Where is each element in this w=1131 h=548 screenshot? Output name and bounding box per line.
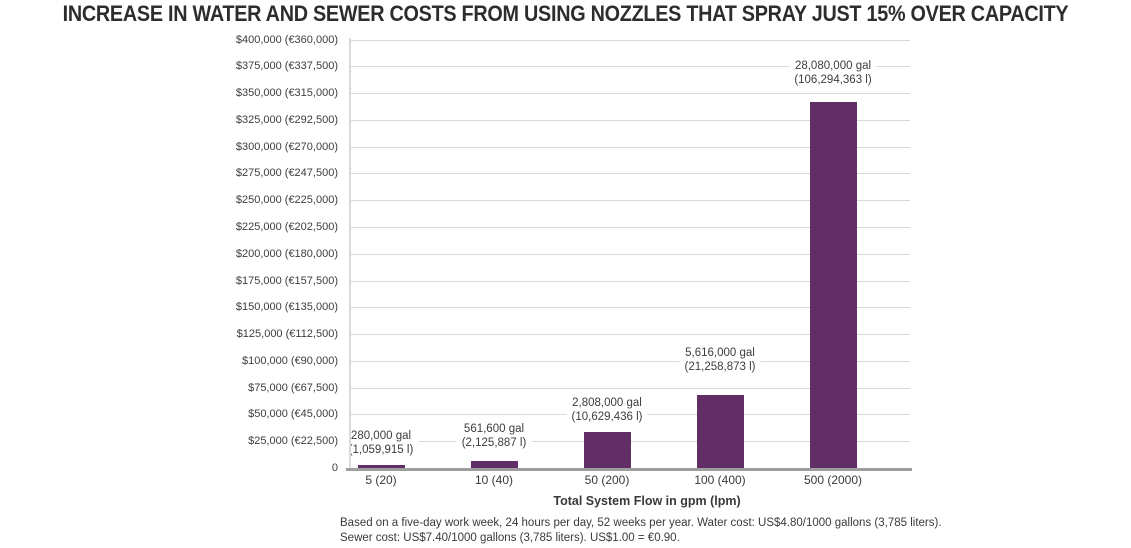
y-tick-label: $400,000 (€360,000)	[235, 33, 338, 46]
gridline	[350, 253, 910, 255]
gridline	[350, 119, 910, 121]
bar	[357, 464, 405, 469]
y-tick-label: 0	[331, 462, 338, 474]
bar-label-line: (10,629,436 l)	[571, 410, 643, 423]
x-tick-label: 500 (2000)	[803, 473, 863, 487]
gridline	[350, 307, 910, 309]
y-tick-label: $250,000 (€225,000)	[235, 194, 338, 207]
x-tick-label: 5 (20)	[365, 473, 397, 487]
y-tick-label: $225,000 (€202,500)	[235, 220, 338, 233]
gridline	[350, 173, 910, 175]
y-tick-label: $100,000 (€90,000)	[241, 354, 338, 367]
bar-label-line: 2,808,000 gal	[572, 396, 642, 409]
bar	[696, 395, 744, 469]
gridline	[350, 200, 910, 202]
x-tick-label: 100 (400)	[694, 473, 746, 487]
gridline	[350, 146, 910, 148]
y-tick-label: $350,000 (€315,000)	[235, 87, 338, 100]
footnote-line1: Based on a five-day work week, 24 hours …	[340, 517, 942, 529]
bar	[583, 431, 631, 469]
y-tick-label: $125,000 (€112,500)	[236, 328, 338, 341]
y-tick-label: $375,000 (€337,500)	[235, 60, 338, 73]
y-tick-label: $25,000 (€22,500)	[248, 435, 338, 448]
y-tick-label: $175,000 (€157,500)	[235, 274, 338, 287]
x-tick-label: 50 (200)	[584, 473, 630, 487]
gridline	[350, 226, 910, 228]
bar-label-line: (106,294,363 l)	[794, 73, 872, 86]
bar-label: 561,600 gal (2,125,887 l)	[456, 422, 532, 451]
gridline	[350, 280, 910, 282]
bar	[809, 101, 857, 469]
bar-label: 2,808,000 gal (10,629,436 l)	[566, 395, 648, 424]
y-tick-label: $150,000 (€135,000)	[235, 301, 338, 314]
gridline	[350, 360, 910, 362]
bar-label: 5,616,000 gal (21,258,873 l)	[679, 346, 761, 375]
bar-label-line: 28,080,000 gal	[794, 59, 872, 72]
y-tick-label: $50,000 (€45,000)	[248, 408, 338, 421]
bar-label: 280,000 gal (1,059,915 l)	[343, 428, 419, 457]
footnote: Based on a five-day work week, 24 hours …	[340, 516, 980, 546]
bar	[470, 461, 518, 469]
bar-label-line: (21,258,873 l)	[684, 361, 756, 374]
bar-label: 28,080,000 gal (106,294,363 l)	[789, 58, 877, 87]
gridline	[350, 334, 910, 336]
bar-label-line: (2,125,887 l)	[461, 437, 527, 450]
y-tick-label: $200,000 (€180,000)	[235, 247, 338, 260]
y-axis-line	[349, 38, 351, 471]
y-tick-label: $300,000 (€270,000)	[235, 140, 338, 153]
footnote-line2: Sewer cost: US$7.40/1000 gallons (3,785 …	[340, 532, 680, 544]
y-tick-label: $75,000 (€67,500)	[248, 381, 338, 394]
bar-label-line: 280,000 gal	[350, 429, 412, 442]
gridline	[350, 387, 910, 389]
bar-label-line: 561,600 gal	[463, 423, 525, 436]
gridline	[350, 39, 910, 41]
gridline	[350, 93, 910, 95]
x-tick-label: 10 (40)	[474, 473, 514, 487]
y-tick-label: $325,000 (€292,500)	[235, 113, 338, 126]
gridline	[350, 66, 910, 68]
chart-title: INCREASE IN WATER AND SEWER COSTS FROM U…	[62, 1, 1069, 26]
x-axis-line	[346, 468, 912, 471]
x-axis-title: Total System Flow in gpm (lpm)	[553, 494, 741, 508]
bar-label-line: 5,616,000 gal	[685, 347, 755, 360]
bar-label-line: (1,059,915 l)	[348, 443, 414, 456]
y-tick-label: $275,000 (€247,500)	[235, 167, 338, 180]
